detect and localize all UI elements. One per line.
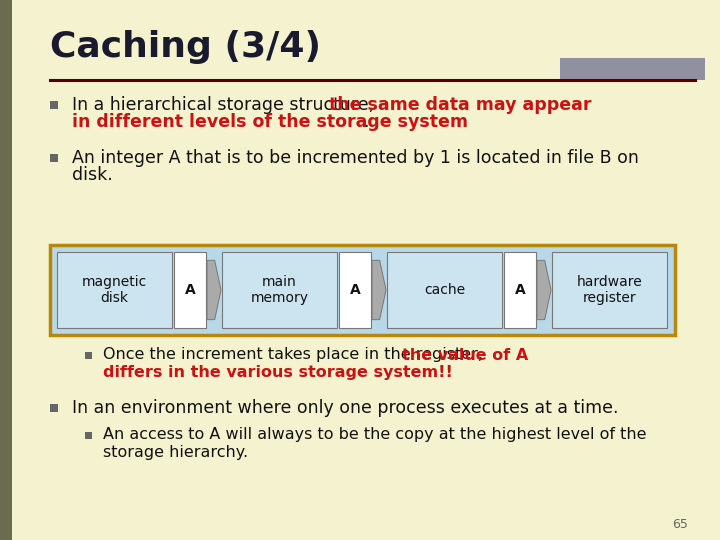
Text: A: A xyxy=(184,283,195,297)
Bar xyxy=(504,252,536,328)
Text: 65: 65 xyxy=(672,518,688,531)
Text: main
memory: main memory xyxy=(251,275,308,305)
Text: the same data may appear: the same data may appear xyxy=(329,96,592,114)
Text: disk.: disk. xyxy=(72,166,113,184)
Text: cache: cache xyxy=(424,283,465,297)
Polygon shape xyxy=(537,260,551,320)
Text: the value of A: the value of A xyxy=(402,348,528,362)
Text: Caching (3/4): Caching (3/4) xyxy=(50,30,321,64)
Text: In an environment where only one process executes at a time.: In an environment where only one process… xyxy=(72,399,618,417)
Text: hardware
register: hardware register xyxy=(577,275,642,305)
Polygon shape xyxy=(207,260,221,320)
Text: An access to A will always to be the copy at the highest level of the: An access to A will always to be the cop… xyxy=(103,428,647,442)
Text: in different levels of the storage system: in different levels of the storage syste… xyxy=(72,113,468,131)
Bar xyxy=(50,404,58,412)
Bar xyxy=(560,58,705,80)
Text: A: A xyxy=(350,283,361,297)
Text: In a hierarchical storage structure,: In a hierarchical storage structure, xyxy=(72,96,379,114)
Text: An integer A that is to be incremented by 1 is located in file B on: An integer A that is to be incremented b… xyxy=(72,149,639,167)
Bar xyxy=(174,252,206,328)
Text: magnetic
disk: magnetic disk xyxy=(82,275,147,305)
Bar xyxy=(552,252,667,328)
Bar xyxy=(50,101,58,109)
Text: storage hierarchy.: storage hierarchy. xyxy=(103,444,248,460)
Bar xyxy=(387,252,502,328)
Text: .: . xyxy=(363,113,369,131)
Polygon shape xyxy=(372,260,386,320)
Bar xyxy=(0,0,12,540)
Bar xyxy=(50,245,675,335)
Bar xyxy=(222,252,337,328)
Text: Once the increment takes place in the register,: Once the increment takes place in the re… xyxy=(103,348,488,362)
Bar xyxy=(85,352,92,359)
Text: A: A xyxy=(515,283,526,297)
Bar xyxy=(57,252,172,328)
Bar xyxy=(339,252,371,328)
Bar xyxy=(50,154,58,162)
Text: differs in the various storage system!!: differs in the various storage system!! xyxy=(103,364,453,380)
Bar xyxy=(85,431,92,438)
